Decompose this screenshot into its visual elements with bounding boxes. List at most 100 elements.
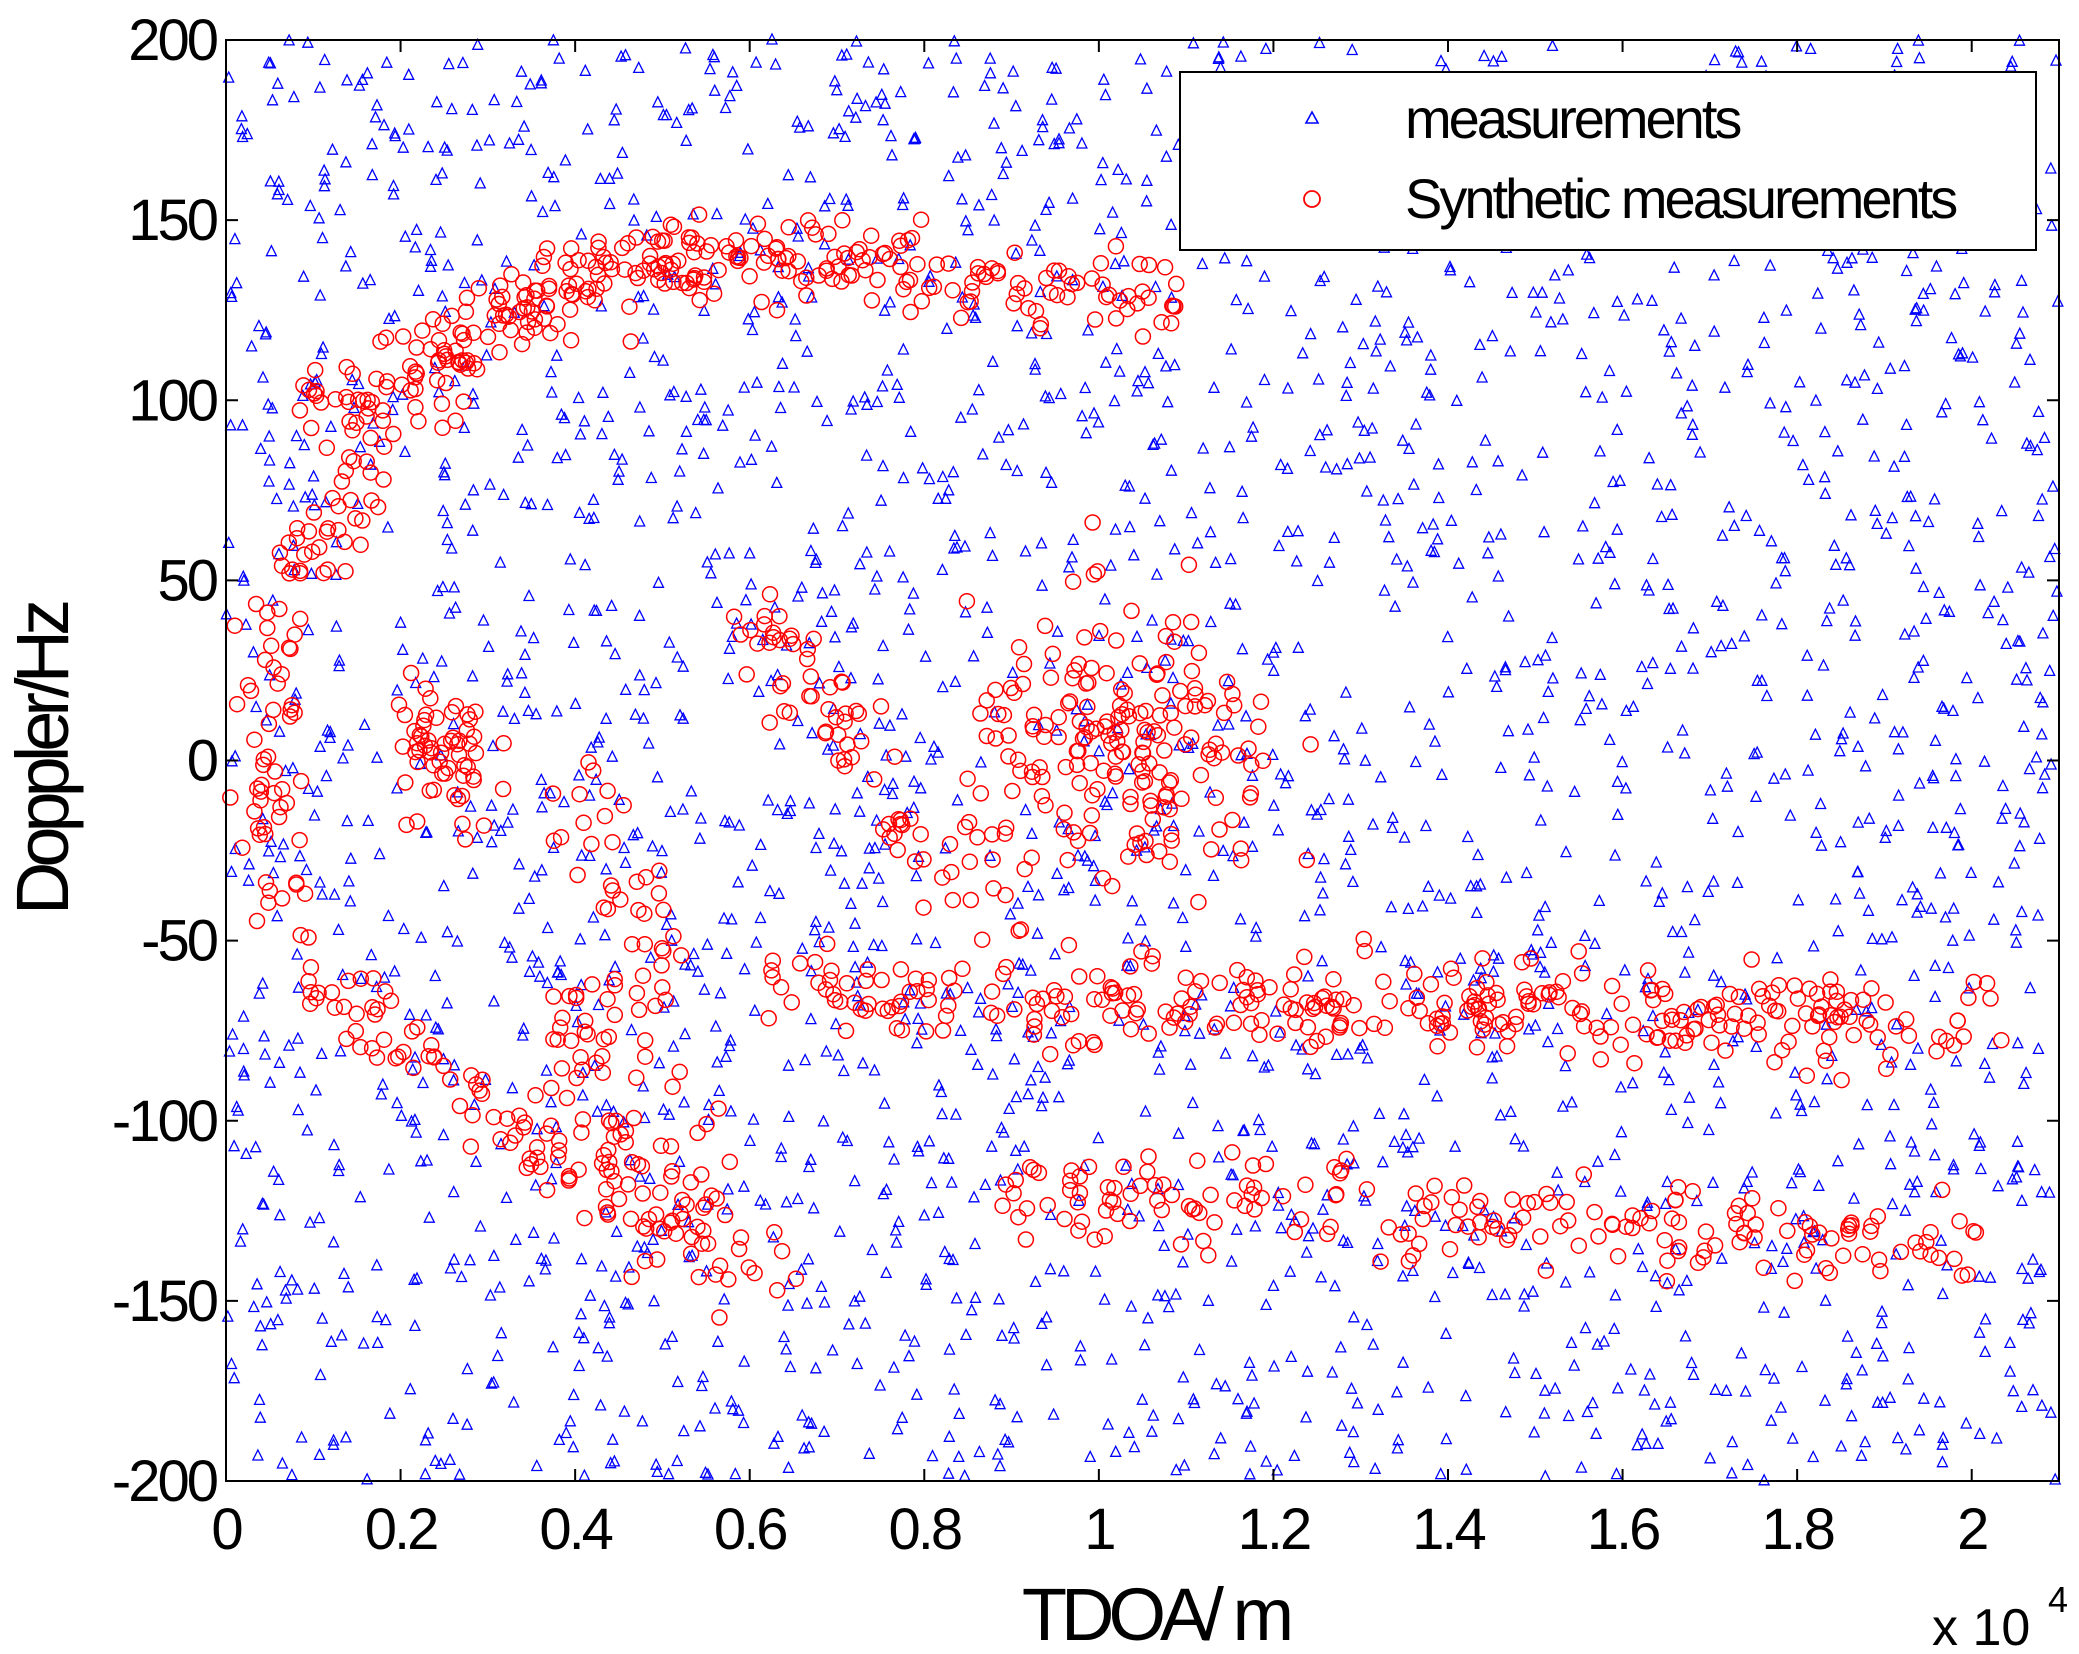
measurement-point — [1639, 1436, 1653, 1449]
measurement-point — [327, 1138, 341, 1151]
synthetic-measurement-point — [937, 1007, 955, 1025]
measurement-point — [723, 641, 736, 654]
measurement-point — [1398, 1218, 1411, 1231]
measurement-point — [1246, 1049, 1259, 1062]
synthetic-measurement-point — [671, 1063, 688, 1081]
measurement-point — [894, 85, 907, 98]
measurement-point — [1330, 1047, 1343, 1061]
measurement-point — [1929, 1185, 1942, 1198]
synthetic-measurement-point — [1922, 1246, 1939, 1263]
measurement-point — [346, 373, 359, 386]
measurement-point — [508, 711, 521, 725]
measurement-point — [250, 700, 263, 713]
measurement-point — [856, 876, 869, 889]
measurement-point — [512, 901, 525, 914]
synthetic-measurement-point — [1786, 1272, 1803, 1290]
measurement-point — [1804, 41, 1817, 55]
measurement-point — [1847, 283, 1860, 296]
measurement-point — [1723, 500, 1736, 513]
measurement-point — [836, 519, 849, 532]
measurement-point — [1928, 1148, 1941, 1161]
measurement-point — [699, 1465, 712, 1478]
synthetic-measurement-point — [1153, 1201, 1171, 1219]
measurement-point — [1446, 1266, 1459, 1279]
synthetic-measurement-point — [1186, 680, 1204, 697]
measurement-point — [714, 986, 727, 999]
measurement-point — [1019, 544, 1032, 557]
synthetic-measurement-point — [1060, 694, 1077, 712]
x-axis-title: TDOA/ m — [1022, 1573, 1290, 1654]
measurement-point — [1928, 492, 1941, 505]
synthetic-measurement-point — [449, 790, 467, 808]
measurement-point — [1802, 763, 1815, 776]
synthetic-measurement-point — [1318, 1225, 1336, 1243]
measurement-point — [860, 448, 873, 461]
measurement-point — [1089, 893, 1102, 906]
measurement-point — [381, 520, 394, 533]
measurement-point — [1275, 1221, 1288, 1234]
measurement-point — [1532, 908, 1545, 921]
measurement-point — [501, 667, 514, 680]
synthetic-measurement-point — [1573, 965, 1591, 982]
synthetic-measurement-point — [403, 1023, 421, 1040]
measurement-point — [1588, 936, 1601, 949]
measurement-point — [1520, 866, 1533, 879]
synthetic-measurement-point — [1166, 719, 1183, 736]
synthetic-measurement-point — [1426, 1177, 1443, 1195]
measurement-point — [1039, 465, 1053, 478]
measurement-point — [475, 273, 488, 286]
synthetic-measurement-point — [455, 767, 472, 784]
measurement-point — [254, 1410, 267, 1423]
measurement-point — [693, 831, 706, 844]
measurement-point — [1153, 514, 1166, 527]
measurement-point — [622, 1260, 635, 1273]
synthetic-measurement-point — [1821, 1264, 1839, 1282]
measurement-point — [1946, 933, 1959, 946]
measurement-point — [1400, 1199, 1413, 1212]
synthetic-measurement-point — [1162, 315, 1180, 332]
measurement-point — [1495, 49, 1508, 62]
measurement-point — [1422, 879, 1435, 892]
synthetic-measurement-point — [1151, 764, 1168, 781]
measurement-point — [673, 464, 686, 477]
measurement-point — [2014, 806, 2027, 819]
measurement-point — [1678, 965, 1691, 978]
measurement-point — [853, 1289, 866, 1302]
measurement-point — [1126, 894, 1139, 907]
synthetic-measurement-point — [1747, 1216, 1764, 1233]
synthetic-measurement-point — [1537, 1262, 1555, 1279]
synthetic-measurement-point — [872, 698, 890, 715]
measurement-point — [1979, 304, 1992, 317]
measurement-point — [483, 133, 496, 146]
measurement-point — [939, 491, 952, 504]
synthetic-measurement-point — [1044, 645, 1062, 663]
measurement-point — [763, 884, 776, 897]
synthetic-measurement-point — [906, 853, 924, 870]
measurement-point — [761, 196, 774, 210]
measurement-point — [1788, 1065, 1802, 1078]
measurement-point — [342, 1280, 355, 1293]
synthetic-measurement-point — [1930, 1249, 1948, 1267]
synthetic-measurement-point — [1428, 1010, 1446, 1028]
measurement-point — [689, 506, 702, 519]
measurement-point — [1583, 251, 1596, 264]
measurement-point — [1401, 559, 1414, 572]
synthetic-measurement-point — [503, 266, 520, 283]
synthetic-measurement-point — [261, 882, 279, 900]
measurement-point — [1911, 1174, 1924, 1187]
measurement-point — [515, 666, 528, 679]
measurement-point — [896, 198, 909, 211]
synthetic-measurement-point — [470, 280, 488, 297]
synthetic-measurement-point — [1559, 1212, 1577, 1229]
synthetic-measurement-point — [634, 967, 652, 984]
measurement-point — [1611, 774, 1624, 788]
measurement-point — [1678, 746, 1691, 759]
measurement-point — [1304, 702, 1317, 715]
measurement-point — [632, 60, 645, 74]
measurement-point — [1665, 1102, 1678, 1116]
measurement-point — [567, 1388, 580, 1401]
synthetic-measurement-point — [907, 970, 925, 987]
measurement-point — [1148, 436, 1161, 449]
measurement-point — [1888, 725, 1901, 738]
measurement-point — [1367, 381, 1380, 394]
